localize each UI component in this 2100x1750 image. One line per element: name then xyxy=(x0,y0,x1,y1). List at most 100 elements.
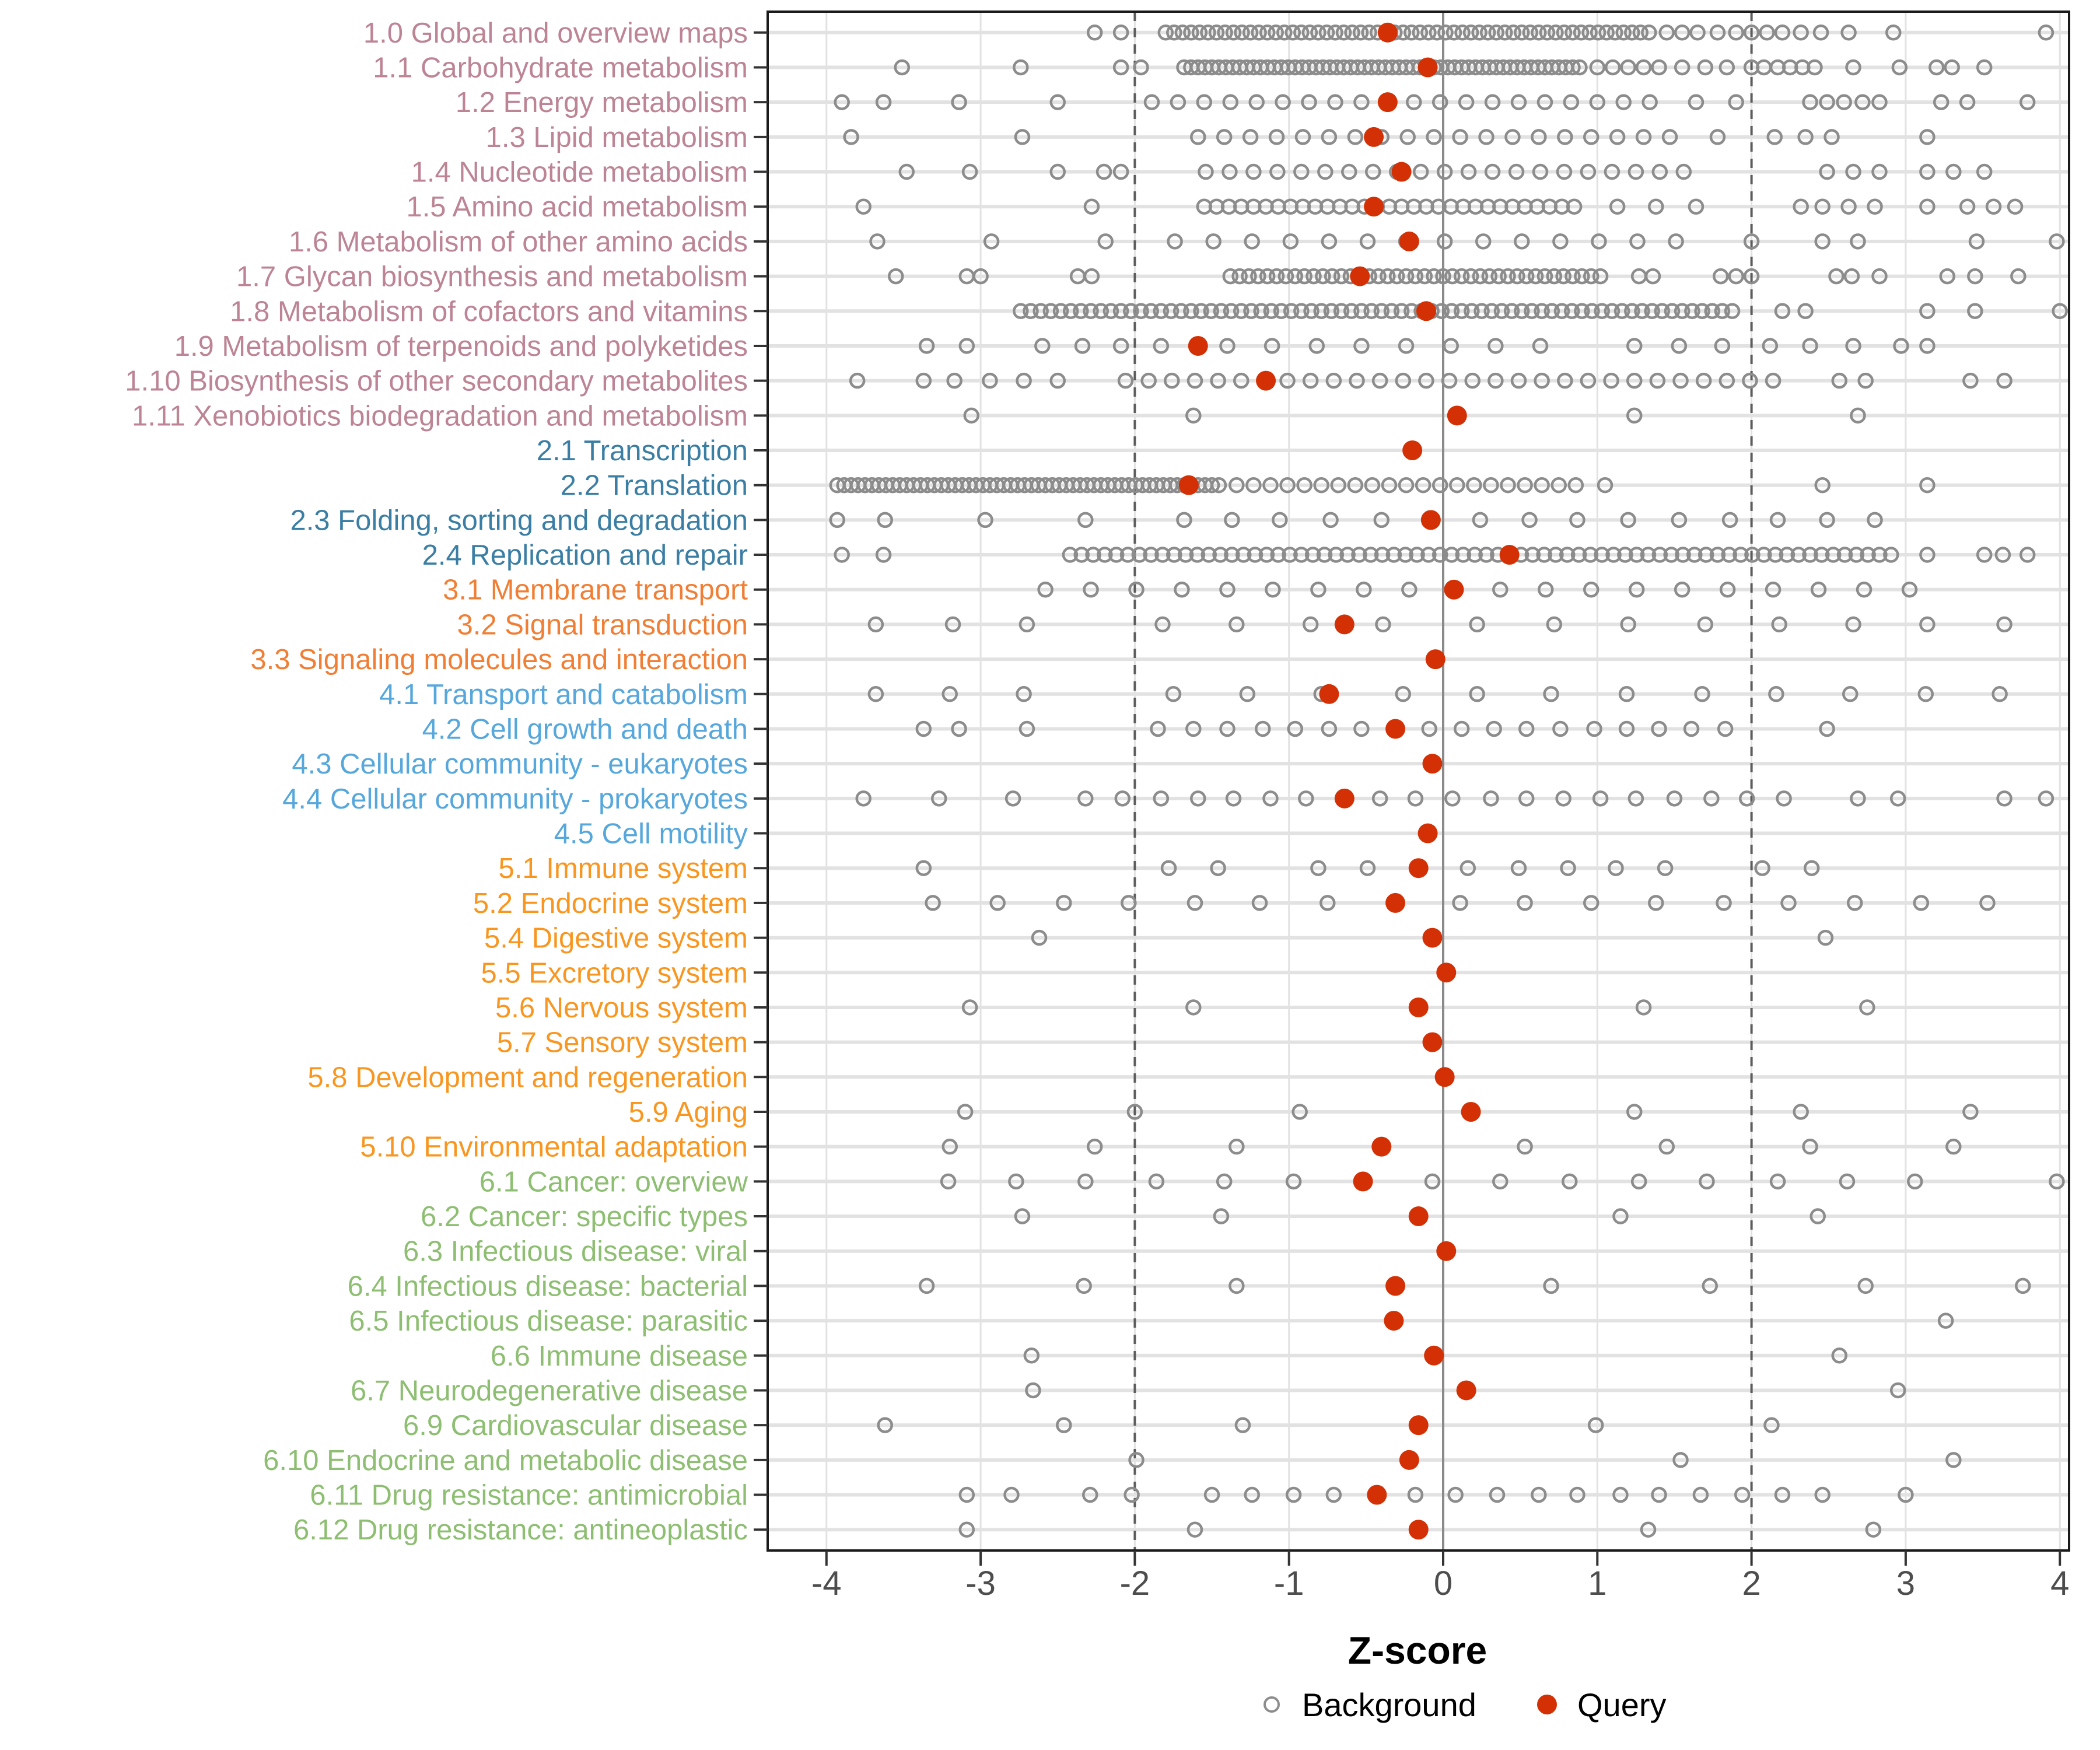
background-point xyxy=(1552,233,1569,250)
background-point xyxy=(1555,790,1572,807)
background-point xyxy=(1802,338,1818,354)
query-point xyxy=(1408,997,1429,1017)
category-label: 5.5 Excretory system xyxy=(481,957,748,989)
background-point xyxy=(1108,547,1125,563)
background-point xyxy=(1583,268,1600,285)
background-point xyxy=(1824,129,1840,145)
background-point xyxy=(1406,94,1422,110)
background-point xyxy=(1793,1104,1809,1120)
background-point xyxy=(1674,303,1690,320)
background-point xyxy=(1401,581,1418,598)
background-point xyxy=(1521,512,1538,528)
background-point xyxy=(1651,720,1667,737)
background-point xyxy=(1945,1452,1962,1468)
background-point xyxy=(1016,372,1032,389)
background-point xyxy=(1150,720,1166,737)
background-point xyxy=(1489,1486,1506,1503)
background-point xyxy=(1193,303,1209,320)
background-point xyxy=(1658,1138,1675,1155)
background-point xyxy=(1555,268,1572,285)
background-point xyxy=(1019,616,1035,633)
background-point xyxy=(1901,581,1918,598)
background-point xyxy=(1604,59,1621,76)
background-point xyxy=(1371,790,1388,807)
background-point xyxy=(1313,477,1329,494)
background-point xyxy=(1380,268,1396,285)
background-point xyxy=(1302,616,1319,633)
background-point xyxy=(1241,268,1257,285)
background-point xyxy=(1743,24,1760,41)
background-point xyxy=(982,372,998,389)
background-point xyxy=(1539,24,1556,41)
background-point xyxy=(1945,163,1962,180)
background-point xyxy=(1210,372,1226,389)
background-point xyxy=(1843,268,1860,285)
background-point xyxy=(1518,268,1535,285)
background-point xyxy=(1889,1382,1906,1399)
background-point xyxy=(1302,372,1319,389)
background-point xyxy=(1453,720,1470,737)
background-point xyxy=(1444,268,1461,285)
background-point xyxy=(1531,24,1547,41)
background-point xyxy=(1025,1382,1041,1399)
background-point xyxy=(1867,512,1883,528)
x-tick-label: -4 xyxy=(811,1564,842,1602)
background-point xyxy=(1976,163,1993,180)
background-point xyxy=(1443,547,1460,563)
background-point xyxy=(1325,1486,1342,1503)
background-point xyxy=(1317,163,1334,180)
background-point xyxy=(1244,233,1261,250)
category-label: 4.2 Cell growth and death xyxy=(422,713,748,745)
background-point xyxy=(1143,94,1160,110)
background-point xyxy=(1123,303,1139,320)
background-point xyxy=(2038,790,2054,807)
background-point xyxy=(1453,303,1470,320)
background-point xyxy=(918,1278,935,1294)
background-point xyxy=(1077,1173,1094,1190)
background-point xyxy=(1363,303,1380,320)
query-point xyxy=(1385,719,1406,739)
background-point xyxy=(1186,372,1203,389)
category-label: 6.4 Infectious disease: bacterial xyxy=(348,1270,748,1302)
background-point xyxy=(1321,233,1338,250)
background-point xyxy=(1543,686,1559,702)
background-point xyxy=(1234,24,1250,41)
background-point xyxy=(1117,372,1134,389)
background-point xyxy=(1719,581,1736,598)
background-point xyxy=(1469,616,1485,633)
background-point xyxy=(1287,268,1304,285)
query-point xyxy=(1499,545,1520,565)
background-point xyxy=(1421,720,1437,737)
background-point xyxy=(925,895,941,911)
background-point xyxy=(1591,233,1607,250)
query-point xyxy=(1436,1241,1457,1261)
background-point xyxy=(1049,163,1066,180)
background-point xyxy=(1371,372,1388,389)
background-point xyxy=(1353,303,1370,320)
background-point xyxy=(1112,59,1129,76)
background-point xyxy=(1444,790,1461,807)
x-tick-label: -1 xyxy=(1274,1564,1304,1602)
background-point xyxy=(1174,24,1191,41)
background-point xyxy=(1675,163,1692,180)
background-point xyxy=(1225,24,1242,41)
background-point xyxy=(983,233,1000,250)
background-point xyxy=(1446,24,1462,41)
background-point xyxy=(1917,686,1934,702)
background-point xyxy=(1518,790,1535,807)
background-point xyxy=(1802,547,1818,563)
background-point xyxy=(1102,303,1119,320)
background-point xyxy=(1699,1173,1715,1190)
query-point xyxy=(1408,1206,1429,1227)
background-point xyxy=(1580,372,1597,389)
background-point xyxy=(1505,24,1522,41)
background-point xyxy=(1589,59,1606,76)
background-point xyxy=(1133,59,1149,76)
background-point xyxy=(829,512,846,528)
category-label: 3.2 Signal transduction xyxy=(457,609,748,640)
background-point xyxy=(1538,581,1554,598)
query-point xyxy=(1256,370,1276,391)
background-point xyxy=(1189,547,1206,563)
background-point xyxy=(1213,303,1230,320)
background-point xyxy=(1324,268,1340,285)
